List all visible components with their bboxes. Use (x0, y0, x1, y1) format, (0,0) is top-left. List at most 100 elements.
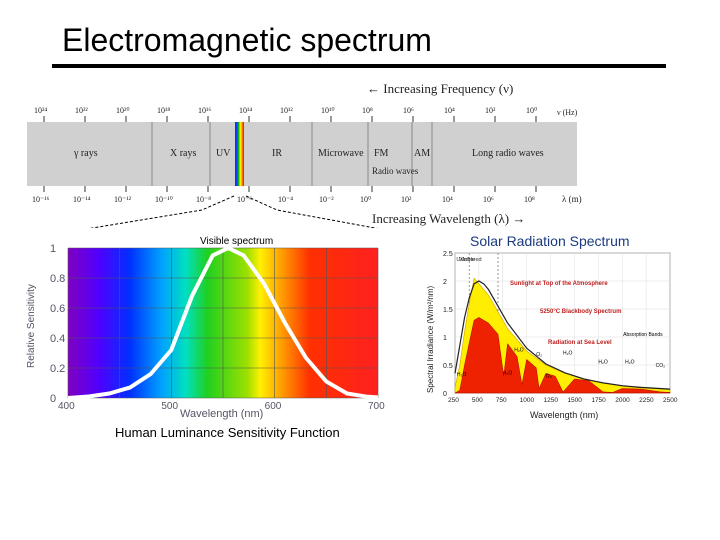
solar-x-label: Wavelength (nm) (530, 410, 598, 420)
luminance-x-label: Wavelength (nm) (180, 408, 263, 420)
absorption-label: O₃ (546, 374, 552, 380)
frequency-tick-label: 10²⁰ (116, 106, 130, 115)
solar-title: Solar Radiation Spectrum (470, 233, 630, 249)
band-label--rays: γ rays (73, 148, 98, 159)
wavelength-tick-label: 10⁻¹⁶ (32, 195, 50, 204)
wavelength-ticks: 10⁻¹⁶ 10⁻¹⁴ 10⁻¹² 10⁻¹⁰ 10⁻⁸ 10⁻⁶ 10⁻⁴ 10⁻² 10⁰ 1… (32, 186, 537, 204)
wavelength-tick-label: 10⁻¹⁴ (73, 195, 91, 204)
solar-blackbody-curve (454, 280, 671, 390)
zoom-line-left (89, 195, 235, 228)
band-label-microwave: Microwave (318, 148, 364, 159)
absorption-label: H₂O (514, 347, 524, 353)
y-tick-label: 0 (50, 393, 56, 405)
slide-title: Electromagnetic spectrum (62, 22, 432, 58)
absorption-label: Absorption Bands (623, 332, 663, 338)
frequency-tick-label: 10⁶ (403, 106, 414, 115)
solar-annotations: Absorption Bands H₂O O₂ H₂O H₂O H₂O CO₂ H₂O O₃ H₂… (457, 332, 665, 380)
solar-x-ticks: 250 500 750 1000 1250 1500 1750 2000 2250 2500 (448, 397, 678, 404)
x-tick-label: 500 (472, 397, 483, 404)
absorption-label: H₂O (625, 360, 635, 366)
frequency-tick-label: 10²⁴ (34, 106, 47, 115)
frequency-tick-label: 10¹⁸ (157, 106, 170, 115)
y-tick-label: 2 (443, 279, 447, 286)
wavelength-tick-label: 10⁻⁴ (278, 195, 293, 204)
wavelength-tick-label: 10⁶ (483, 195, 494, 204)
y-tick-label: 2.5 (443, 251, 453, 258)
title-rule (52, 64, 666, 68)
zoom-line-right (245, 195, 378, 228)
frequency-unit: ν (Hz) (557, 108, 578, 117)
luminance-chart: Visible spectrum 1 0.8 0.6 0.4 0.2 0 400 500 60… (26, 236, 385, 420)
x-tick-label: 2250 (639, 397, 654, 404)
luminance-curve (67, 245, 379, 400)
absorption-label: H₂O (457, 372, 467, 378)
wavelength-tick-label: 10² (401, 195, 412, 204)
frequency-ticks: 10²⁴ 10²² 10²⁰ 10¹⁸ 10¹⁶ 10¹⁴ 10¹² 10¹⁰ 10⁸ 10⁶ 10… (34, 106, 537, 122)
x-tick-label: 500 (161, 401, 178, 412)
absorption-label: H₂O (563, 351, 573, 357)
absorption-label: H₂O (503, 371, 513, 377)
legend-top-atmosphere: Sunlight at Top of the Atmosphere (510, 281, 608, 287)
luminance-y-label: Relative Sensitivity (26, 284, 37, 368)
frequency-tick-label: 10¹⁴ (239, 106, 252, 115)
region-infrared: Infrared (463, 257, 482, 263)
x-tick-label: 1500 (567, 397, 582, 404)
luminance-panel: Visible spectrum 1 0.8 0.6 0.4 0.2 0 400 500 60… (20, 228, 410, 423)
x-tick-label: 1250 (544, 397, 559, 404)
legend-sea-level: Radiation at Sea Level (548, 340, 612, 346)
y-tick-label: 0.8 (50, 273, 65, 285)
luminance-y-ticks: 1 0.8 0.6 0.4 0.2 0 (50, 243, 65, 405)
wavelength-header: Increasing Wavelength (λ) → (372, 211, 525, 226)
band-label-x-rays: X rays (170, 148, 196, 159)
frequency-tick-label: 10²² (75, 106, 88, 115)
band-label-am: AM (414, 148, 430, 159)
x-tick-label: 700 (368, 401, 385, 412)
x-tick-label: 750 (496, 397, 507, 404)
wavelength-unit: λ (m) (562, 194, 582, 204)
frequency-tick-label: 10¹² (280, 106, 293, 115)
x-tick-label: 1000 (520, 397, 535, 404)
wavelength-tick-label: 10⁴ (442, 195, 453, 204)
x-tick-label: 400 (58, 401, 75, 412)
band-dividers (151, 122, 433, 186)
x-tick-label: 2500 (663, 397, 678, 404)
spectrum-bar (27, 122, 577, 186)
y-tick-label: 1.5 (443, 307, 453, 314)
solar-y-label: Spectral Irradiance (W/m²/nm) (426, 286, 435, 393)
legend-blackbody: 5250°C Blackbody Spectrum (540, 309, 621, 315)
region-uv: UV (456, 257, 464, 263)
y-tick-label: 0.6 (50, 303, 65, 315)
visible-spectrum-label: Visible spectrum (200, 236, 273, 247)
solar-radiation-chart: Solar Radiation Spectrum UVVisibleInfrar… (426, 233, 678, 420)
wavelength-tick-label: 10⁰ (360, 195, 371, 204)
wavelength-tick-label: 10⁻¹⁰ (155, 195, 173, 204)
frequency-header: ← Increasing Frequency (ν) (367, 81, 513, 96)
solar-sea-level-area (454, 317, 671, 394)
band-label-fm: FM (374, 148, 389, 159)
band-label-ir: IR (272, 148, 282, 159)
frequency-tick-label: 10⁰ (526, 106, 537, 115)
absorption-label: H₂O (598, 360, 608, 366)
wavelength-tick-label: 10⁻² (319, 195, 334, 204)
x-tick-label: 600 (265, 401, 282, 412)
radio-waves-label: Radio waves (372, 166, 419, 176)
y-tick-label: 0.2 (50, 363, 65, 375)
frequency-tick-label: 10⁴ (444, 106, 455, 115)
wavelength-tick-label: 10⁻¹² (114, 195, 132, 204)
y-tick-label: 1 (443, 335, 447, 342)
band-label-long-radio-waves: Long radio waves (472, 148, 544, 159)
wavelength-tick-label: 10⁻⁸ (196, 195, 211, 204)
y-tick-label: 0 (443, 391, 447, 398)
region-visible: Visible (459, 257, 475, 263)
frequency-tick-label: 10¹⁶ (198, 106, 211, 115)
wavelength-tick-label: 10⁻⁶ (237, 195, 252, 204)
frequency-tick-label: 10² (485, 106, 496, 115)
wavelength-tick-label: 10⁸ (524, 195, 535, 204)
x-tick-label: 2000 (615, 397, 630, 404)
band-labels: γ rays X rays UV IR Microwave FM AM Long radio … (73, 148, 544, 159)
y-tick-label: 1 (50, 243, 56, 255)
x-tick-label: 1750 (591, 397, 606, 404)
y-tick-label: 0.5 (443, 363, 453, 370)
luminance-x-ticks: 400 500 600 700 (58, 401, 385, 412)
